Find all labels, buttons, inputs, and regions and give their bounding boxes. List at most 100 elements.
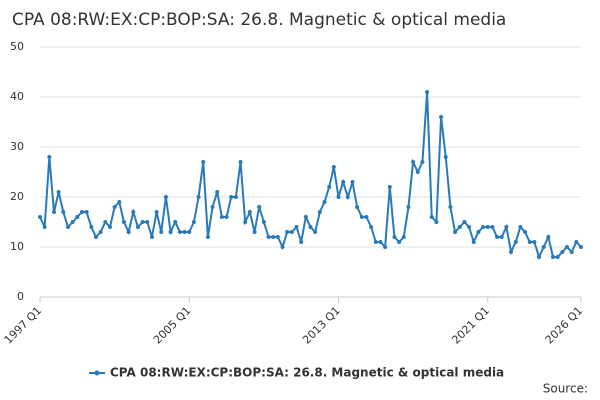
point bbox=[187, 230, 192, 234]
point bbox=[257, 205, 262, 209]
point bbox=[481, 225, 486, 229]
point bbox=[546, 235, 551, 239]
y-tick-label: 0 bbox=[17, 290, 24, 303]
point bbox=[177, 230, 182, 234]
point bbox=[275, 235, 280, 239]
point bbox=[75, 215, 80, 219]
point bbox=[518, 225, 523, 229]
point bbox=[378, 240, 383, 244]
point bbox=[261, 220, 266, 224]
point bbox=[196, 195, 201, 199]
point bbox=[537, 255, 542, 259]
point bbox=[238, 160, 243, 164]
point bbox=[359, 215, 364, 219]
point bbox=[499, 235, 504, 239]
point bbox=[79, 210, 84, 214]
y-tick-label: 20 bbox=[10, 190, 24, 203]
point bbox=[317, 210, 322, 214]
point bbox=[294, 225, 299, 229]
point bbox=[551, 255, 556, 259]
point bbox=[121, 220, 126, 224]
legend-label: CPA 08:RW:EX:CP:BOP:SA: 26.8. Magnetic &… bbox=[110, 366, 504, 380]
point bbox=[271, 235, 276, 239]
point bbox=[336, 195, 341, 199]
point bbox=[383, 245, 388, 249]
point bbox=[397, 240, 402, 244]
point bbox=[303, 215, 308, 219]
point bbox=[131, 210, 136, 214]
point bbox=[322, 200, 327, 204]
point bbox=[65, 225, 70, 229]
point bbox=[112, 205, 117, 209]
point bbox=[224, 215, 229, 219]
point bbox=[215, 190, 220, 194]
point bbox=[103, 220, 108, 224]
point bbox=[84, 210, 89, 214]
point bbox=[313, 230, 318, 234]
point bbox=[327, 185, 332, 189]
point bbox=[513, 240, 518, 244]
point bbox=[107, 225, 112, 229]
chart-title: CPA 08:RW:EX:CP:BOP:SA: 26.8. Magnetic &… bbox=[12, 10, 506, 30]
point bbox=[117, 200, 122, 204]
point bbox=[523, 230, 528, 234]
point bbox=[89, 225, 94, 229]
point bbox=[51, 210, 56, 214]
point bbox=[504, 225, 509, 229]
point bbox=[219, 215, 224, 219]
point bbox=[201, 160, 206, 164]
legend-marker bbox=[94, 370, 100, 376]
point bbox=[229, 195, 234, 199]
point bbox=[415, 170, 420, 174]
point bbox=[56, 190, 61, 194]
point bbox=[471, 240, 476, 244]
point bbox=[243, 220, 248, 224]
point bbox=[373, 240, 378, 244]
point bbox=[149, 235, 154, 239]
point bbox=[173, 220, 178, 224]
point bbox=[331, 165, 336, 169]
point bbox=[93, 235, 98, 239]
point bbox=[420, 160, 425, 164]
point bbox=[541, 245, 546, 249]
point bbox=[38, 215, 42, 219]
point bbox=[509, 250, 514, 254]
point bbox=[61, 210, 66, 214]
point bbox=[448, 205, 453, 209]
y-tick-label: 30 bbox=[10, 140, 24, 153]
point bbox=[425, 90, 430, 94]
point bbox=[476, 230, 481, 234]
point bbox=[299, 240, 304, 244]
point bbox=[205, 235, 210, 239]
point bbox=[490, 225, 495, 229]
point bbox=[392, 235, 397, 239]
point bbox=[42, 225, 47, 229]
point bbox=[565, 245, 570, 249]
point bbox=[453, 230, 458, 234]
x-tick-label: 2013 Q1 bbox=[300, 304, 343, 347]
point bbox=[569, 250, 574, 254]
point bbox=[145, 220, 150, 224]
x-tick-label: 2026 Q1 bbox=[543, 304, 586, 347]
point bbox=[266, 235, 271, 239]
point bbox=[308, 225, 313, 229]
point bbox=[560, 250, 565, 254]
point bbox=[285, 230, 290, 234]
point bbox=[406, 205, 411, 209]
point bbox=[495, 235, 500, 239]
point bbox=[345, 195, 350, 199]
point bbox=[154, 210, 159, 214]
point bbox=[289, 230, 294, 234]
point bbox=[163, 195, 168, 199]
point bbox=[527, 240, 532, 244]
point bbox=[485, 225, 490, 229]
point bbox=[355, 205, 360, 209]
point bbox=[182, 230, 187, 234]
point bbox=[70, 220, 75, 224]
point bbox=[210, 205, 215, 209]
point bbox=[350, 180, 355, 184]
point bbox=[159, 230, 164, 234]
point bbox=[439, 115, 444, 119]
point bbox=[47, 155, 52, 159]
